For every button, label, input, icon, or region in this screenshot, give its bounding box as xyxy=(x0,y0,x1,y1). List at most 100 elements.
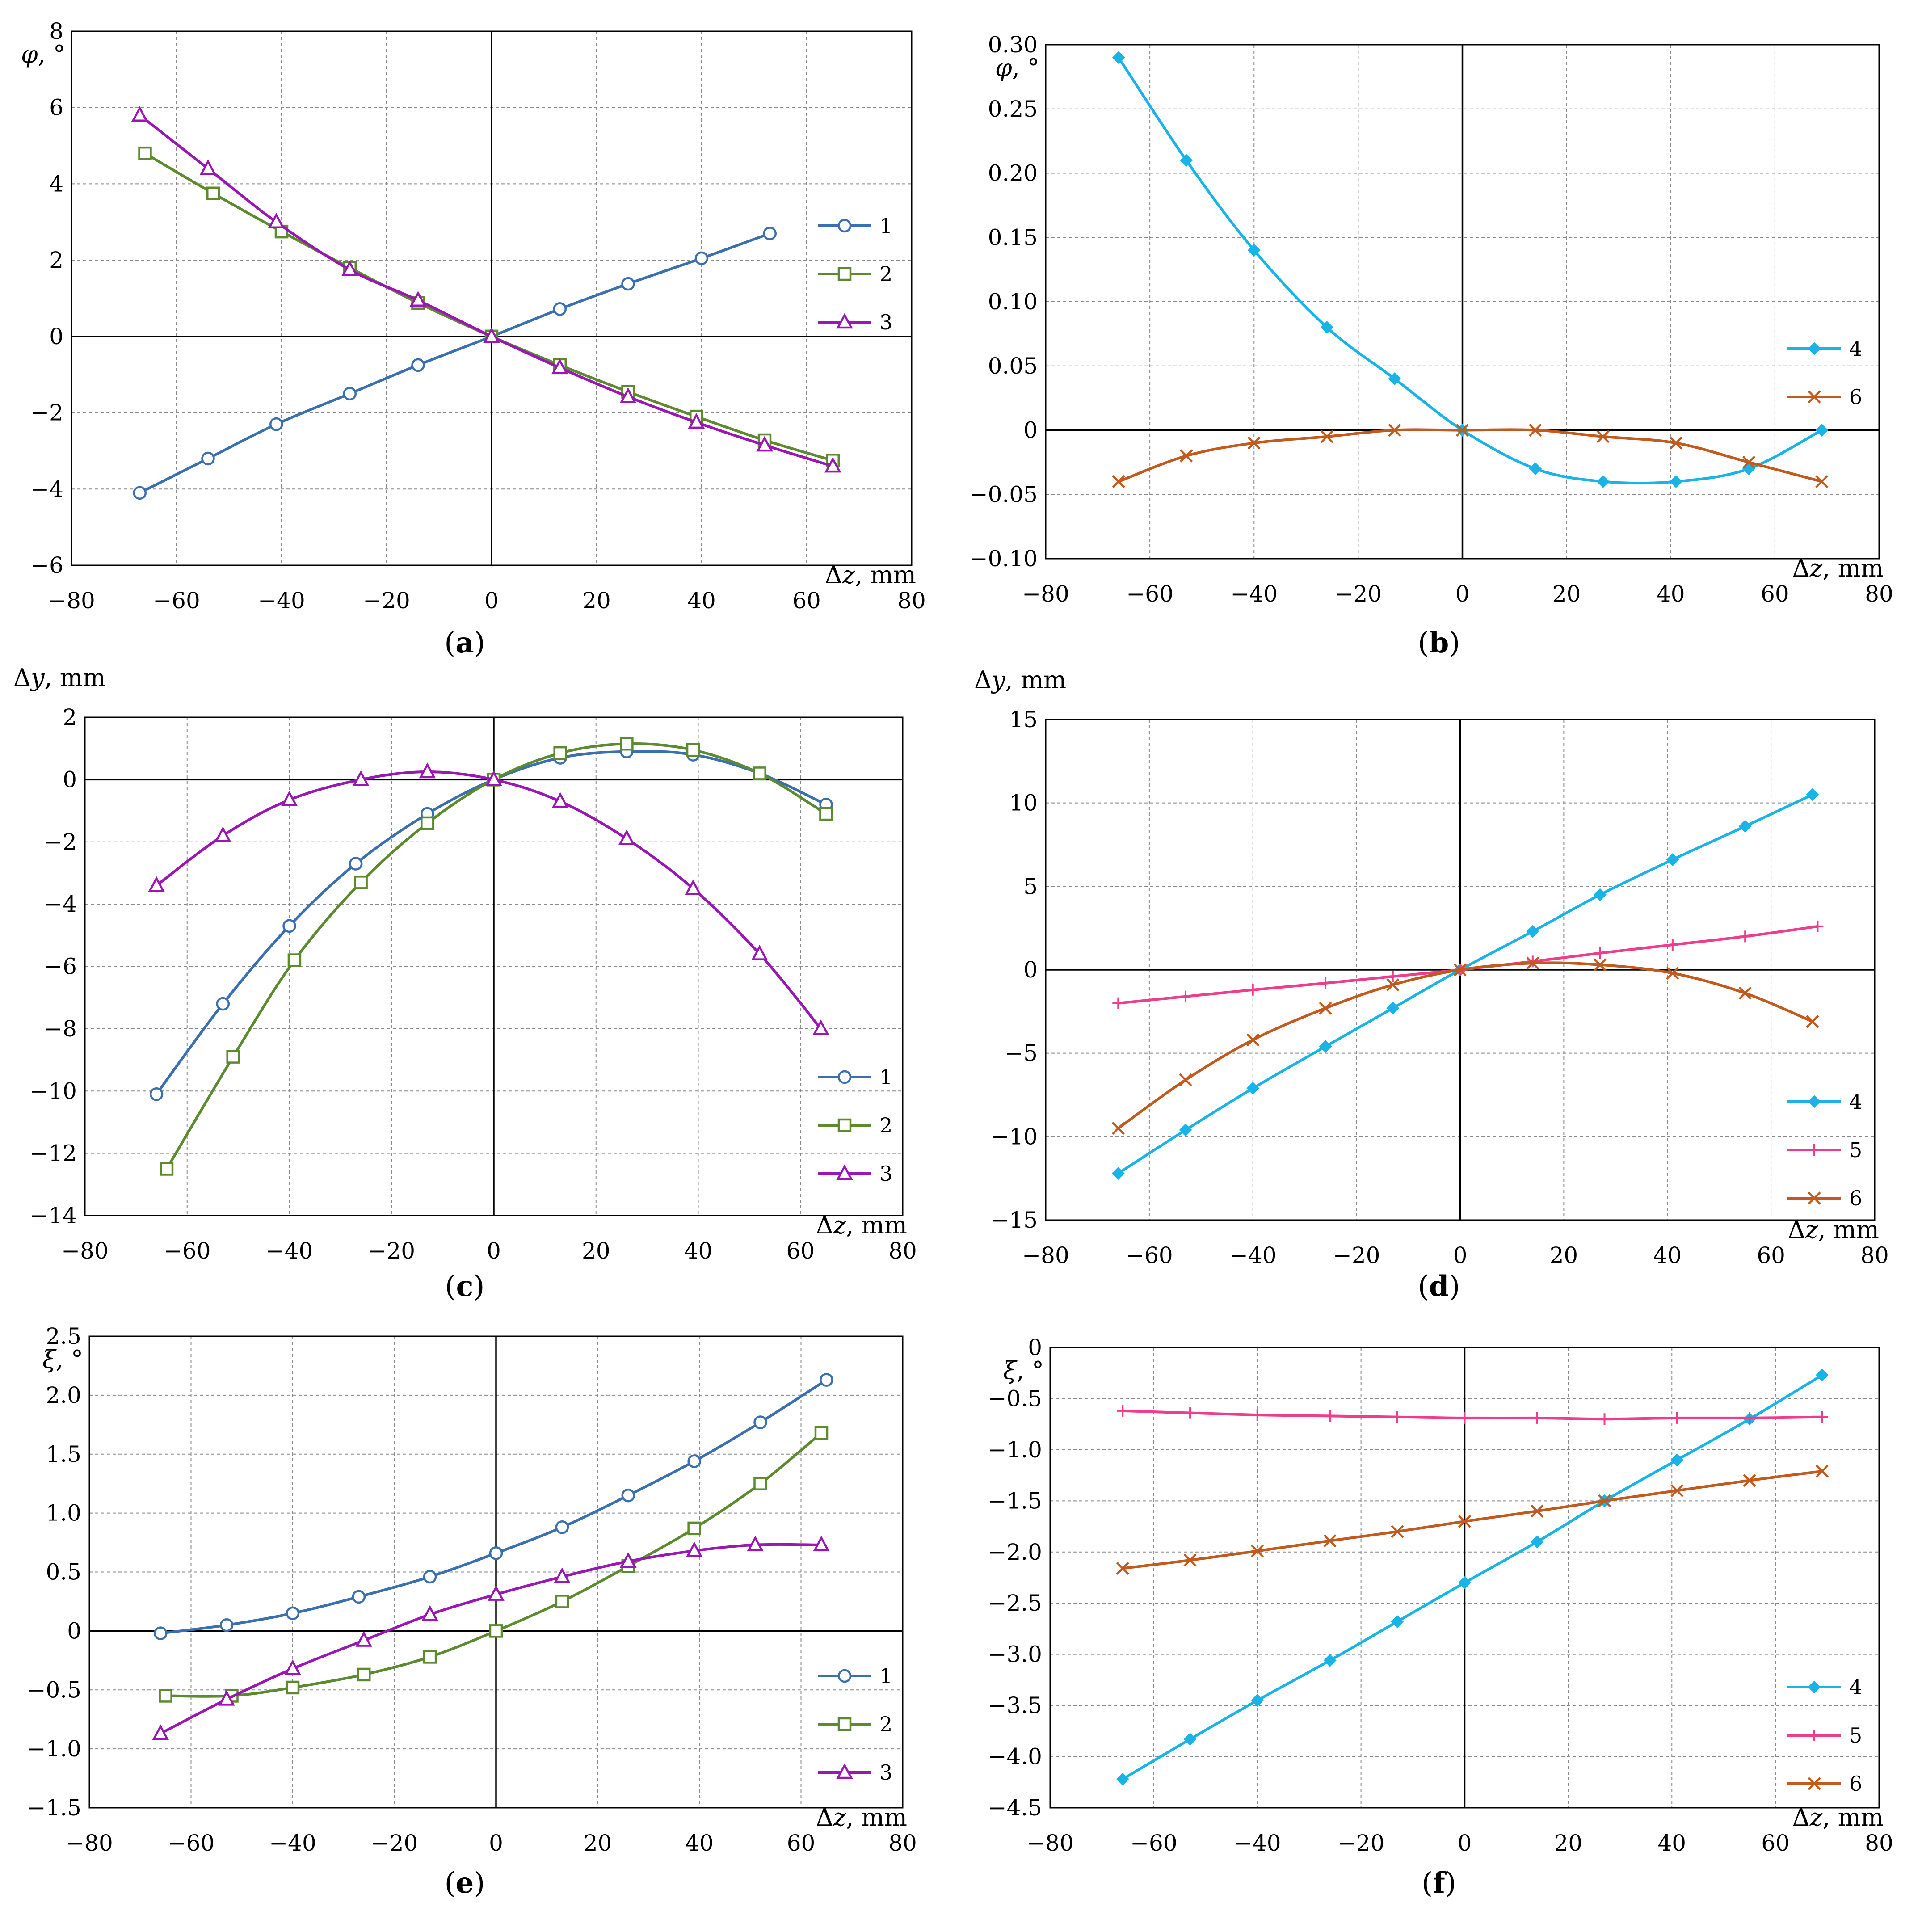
y-tick-label: −15 xyxy=(990,1207,1038,1233)
legend: 1 2 3 xyxy=(818,214,892,334)
data-point xyxy=(423,1650,437,1664)
y-tick-label: −1.0 xyxy=(988,1437,1042,1463)
series-3 xyxy=(148,762,829,1035)
series-5 xyxy=(1117,1405,1828,1425)
legend-label: 5 xyxy=(1849,1138,1862,1162)
data-point xyxy=(1598,1494,1611,1507)
panel-label: (e) xyxy=(445,1866,485,1900)
data-point xyxy=(1391,1411,1403,1423)
panel-label: (a) xyxy=(444,626,485,660)
series-1 xyxy=(133,227,777,500)
data-point xyxy=(1246,1033,1260,1047)
data-point xyxy=(1670,1484,1684,1498)
data-point xyxy=(824,457,841,473)
data-point xyxy=(753,1415,767,1429)
data-point xyxy=(1669,475,1682,488)
legend-marker xyxy=(1808,1730,1820,1741)
legend: 46 xyxy=(1787,337,1862,409)
data-point xyxy=(214,826,231,842)
x-axis-label: Δz, mm xyxy=(816,1211,907,1239)
chart-panel-c: −80 −60 −40 −20 0 20 40 60 80−14−12−10−8−6−4−202… xyxy=(13,664,917,1303)
data-point xyxy=(1666,853,1679,867)
legend-marker xyxy=(837,267,852,281)
data-point xyxy=(1670,1453,1684,1467)
data-point xyxy=(1247,984,1259,996)
data-point xyxy=(1593,958,1607,972)
legend: 1 2 3 xyxy=(818,1065,892,1186)
data-point xyxy=(1387,970,1399,982)
data-point xyxy=(1529,462,1542,476)
data-point xyxy=(423,1570,437,1584)
y-tick-label: 1.0 xyxy=(46,1500,81,1526)
y-tick-label: −0.5 xyxy=(988,1385,1042,1411)
legend-marker xyxy=(837,1118,852,1132)
data-point xyxy=(813,1536,830,1552)
y-tick-label: −2.0 xyxy=(988,1539,1042,1565)
data-point xyxy=(1815,1465,1829,1478)
x-tick-label: −20 xyxy=(1335,581,1382,607)
series-4 xyxy=(1116,1368,1829,1786)
data-point xyxy=(1598,1413,1611,1425)
data-point xyxy=(1738,986,1752,1000)
y-tick-label: −4 xyxy=(30,476,63,502)
y-tick-label: −6 xyxy=(30,552,63,578)
x-tick-label: 80 xyxy=(888,1830,917,1856)
x-tick-label: −60 xyxy=(1130,1830,1178,1856)
x-tick-label: −40 xyxy=(1230,581,1278,607)
x-tick-label: −80 xyxy=(61,1238,109,1264)
series-line-2 xyxy=(165,1431,822,1698)
y-tick-label: −0.05 xyxy=(969,481,1038,507)
data-point xyxy=(411,358,425,372)
x-tick-label: 80 xyxy=(897,588,926,614)
data-point xyxy=(343,387,357,401)
data-point xyxy=(619,387,637,403)
x-tick-label: −40 xyxy=(269,1830,316,1856)
data-point xyxy=(1184,1407,1196,1419)
x-axis-label: Δz, mm xyxy=(1792,1803,1884,1831)
x-tick-label: 20 xyxy=(1552,581,1581,607)
data-point xyxy=(1320,430,1334,443)
data-point xyxy=(686,1541,703,1557)
y-tick-label: 0.25 xyxy=(988,96,1038,122)
x-tick-label: 0 xyxy=(489,1830,503,1856)
y-tick-label: 15 xyxy=(1009,707,1038,732)
data-point xyxy=(489,1546,503,1560)
legend-marker xyxy=(1808,1191,1821,1205)
y-tick-label: 0.05 xyxy=(988,353,1038,379)
data-point xyxy=(763,227,777,240)
data-point xyxy=(159,1689,172,1703)
legend-label: 2 xyxy=(879,262,892,286)
series-3 xyxy=(131,106,841,473)
data-point xyxy=(419,762,436,779)
legend-label: 3 xyxy=(879,310,892,334)
data-point xyxy=(819,807,833,821)
y-tick-label: 0.30 xyxy=(988,32,1038,58)
data-point xyxy=(154,1626,168,1640)
x-tick-label: 20 xyxy=(582,588,611,614)
legend-marker xyxy=(836,1164,853,1180)
data-point xyxy=(1112,51,1125,64)
y-tick-label: −8 xyxy=(44,1016,77,1042)
series-line-4 xyxy=(1122,1374,1823,1780)
y-tick-label: 2 xyxy=(63,704,77,730)
data-point xyxy=(219,1618,234,1632)
data-point xyxy=(1111,1122,1125,1135)
chart-panel-b: −80 −60 −40 −20 0 20 40 60 80 −0.10 −0.05 0 0.05 0.10… xyxy=(969,32,1893,660)
data-point xyxy=(409,291,427,307)
data-point xyxy=(555,1520,569,1534)
series-line-5 xyxy=(1123,1409,1822,1421)
data-point xyxy=(1324,1410,1336,1422)
x-tick-label: −40 xyxy=(1229,1242,1277,1268)
panel-label: (b) xyxy=(1418,626,1460,660)
data-point xyxy=(1744,1412,1756,1424)
data-point xyxy=(753,766,766,780)
data-point xyxy=(1458,1515,1472,1528)
data-point xyxy=(1251,1544,1264,1558)
x-tick-label: 80 xyxy=(1860,1242,1889,1268)
data-point xyxy=(1251,1409,1263,1421)
y-tick-label: −4.5 xyxy=(988,1795,1042,1821)
data-point xyxy=(753,1477,767,1490)
series-6 xyxy=(1116,1465,1829,1575)
